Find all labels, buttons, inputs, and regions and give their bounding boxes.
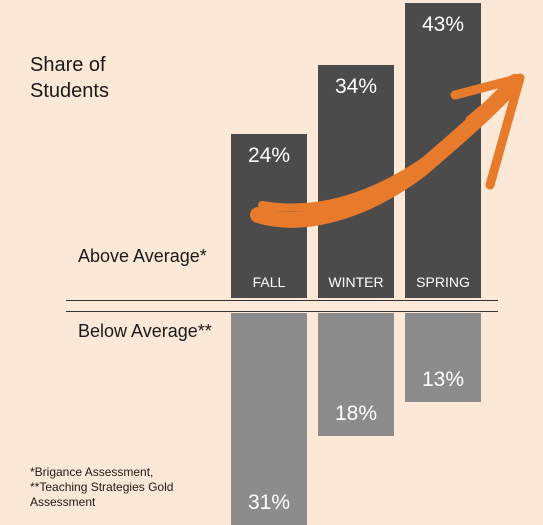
- note: **Teaching Strategies Gold Assessment: [30, 480, 174, 509]
- bar: [318, 313, 394, 437]
- value-label: 18%: [334, 402, 378, 426]
- bar: [318, 65, 394, 298]
- bar: [405, 313, 481, 403]
- value-label: 13%: [421, 368, 465, 392]
- category-label: FALL: [252, 274, 286, 290]
- category-label: WINTER: [328, 274, 384, 290]
- divider: [66, 311, 498, 312]
- bar: [405, 3, 481, 298]
- series-label: Below Average**: [78, 321, 212, 341]
- category-label: SPRING: [416, 274, 470, 290]
- value-label: 34%: [334, 75, 378, 99]
- series-label: Above Average*: [78, 246, 207, 266]
- chart-title: Share of Students: [30, 54, 109, 102]
- value-label: 43%: [421, 13, 465, 37]
- bar: [231, 313, 307, 525]
- divider: [66, 300, 498, 301]
- notes: *Brigance Assessment, **Teaching Strateg…: [30, 465, 180, 510]
- note: *Brigance Assessment,: [30, 465, 154, 479]
- value-label: 24%: [247, 143, 291, 167]
- value-label: 31%: [247, 491, 291, 515]
